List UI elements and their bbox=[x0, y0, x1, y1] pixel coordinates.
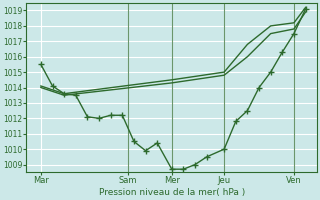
X-axis label: Pression niveau de la mer( hPa ): Pression niveau de la mer( hPa ) bbox=[99, 188, 245, 197]
